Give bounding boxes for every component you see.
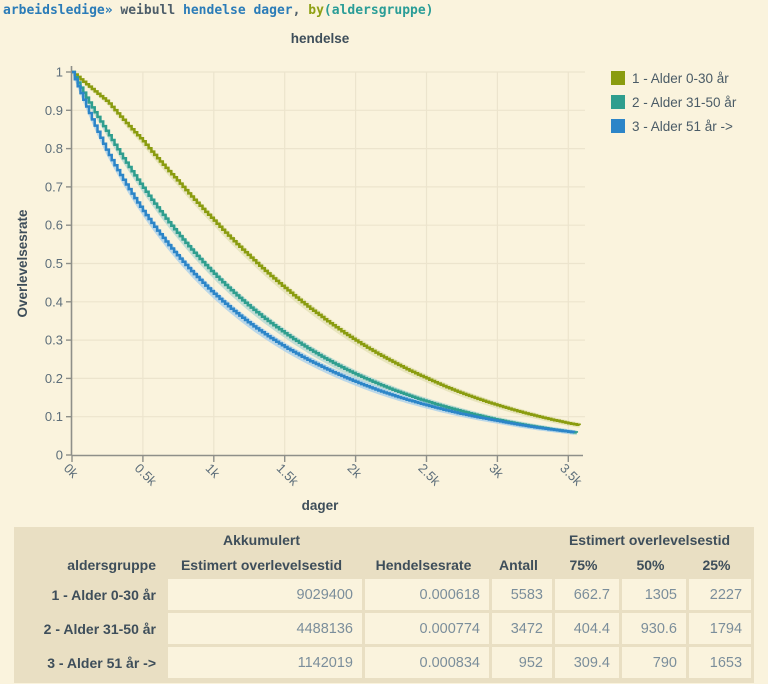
legend-label: 3 - Alder 51 år -> bbox=[632, 118, 733, 134]
row-label: 1 - Alder 0-30 år bbox=[51, 586, 156, 603]
legend-label: 1 - Alder 0-30 år bbox=[632, 70, 729, 86]
y-tick-label: 0.3 bbox=[45, 333, 63, 348]
command-token: by bbox=[308, 3, 324, 18]
table-cell: 790 bbox=[622, 647, 686, 678]
legend-swatch-icon bbox=[611, 119, 625, 133]
table-cell: 952 bbox=[492, 647, 552, 678]
grid bbox=[72, 71, 585, 455]
table-header-row: aldersgruppe Estimert overlevelsestid He… bbox=[17, 553, 751, 576]
group-header-spacer bbox=[17, 530, 165, 550]
y-tick-label: 1 bbox=[56, 65, 63, 80]
table-cell: 1653 bbox=[689, 647, 752, 678]
y-tick-label: 0.5 bbox=[45, 256, 63, 271]
command-token: weibull bbox=[112, 3, 184, 18]
y-tick-label: 0.8 bbox=[45, 141, 63, 156]
legend-swatch-icon bbox=[611, 71, 625, 85]
legend-item-2: 2 - Alder 31-50 år bbox=[611, 90, 736, 114]
table-cell: 309.4 bbox=[555, 647, 619, 678]
x-tick-label: 3k bbox=[486, 461, 507, 482]
y-tick-label: 0.4 bbox=[45, 294, 63, 309]
table-cell: 3472 bbox=[492, 613, 552, 644]
table-cell: 0.000774 bbox=[365, 613, 489, 644]
row-label: 2 - Alder 31-50 år bbox=[43, 620, 156, 637]
legend-swatch-icon bbox=[611, 95, 625, 109]
x-tick-label: 1.5k bbox=[274, 461, 302, 489]
group-header-spacer bbox=[492, 530, 552, 550]
col-header-estimert-overlevelsestid: Estimert overlevelsestid bbox=[180, 556, 343, 573]
table-cell: 9029400 bbox=[168, 579, 362, 610]
table-cell: 4488136 bbox=[168, 613, 362, 644]
summary-table-wrap: Akkumulert Estimert overlevelsestid alde… bbox=[14, 527, 754, 683]
table-cell: 0.000618 bbox=[365, 579, 489, 610]
group-header-estimert-overlevelsestid: Estimert overlevelsestid bbox=[568, 532, 731, 548]
y-tick-label: 0.1 bbox=[45, 409, 63, 424]
legend-item-3: 3 - Alder 51 år -> bbox=[611, 114, 736, 138]
table-cell: 404.4 bbox=[555, 613, 619, 644]
table-cell: 1305 bbox=[622, 579, 686, 610]
table-cell: 662.7 bbox=[555, 579, 619, 610]
x-tick-label: 3.5k bbox=[557, 461, 585, 489]
table-group-header-row: Akkumulert Estimert overlevelsestid bbox=[17, 530, 751, 550]
row-label: 3 - Alder 51 år -> bbox=[47, 654, 156, 671]
x-tick-label: 2.5k bbox=[415, 461, 443, 489]
table-row: 1 - Alder 0-30 år 9029400 0.000618 5583 662.… bbox=[17, 579, 752, 610]
table-cell: 2227 bbox=[689, 579, 752, 610]
y-tick-label: 0 bbox=[56, 448, 63, 463]
legend-item-1: 1 - Alder 0-30 år bbox=[611, 66, 736, 90]
table-row: 3 - Alder 51 år -> 1142019 0.000834 952 309.… bbox=[17, 647, 752, 678]
col-header-aldersgruppe: aldersgruppe bbox=[67, 556, 156, 573]
x-axis-label: dager bbox=[302, 498, 340, 513]
command-token: , bbox=[292, 3, 309, 18]
table-cell: 5583 bbox=[492, 579, 552, 610]
y-axis-label: Overlevelsesrate bbox=[15, 209, 30, 318]
group-header-akkumulert: Akkumulert bbox=[222, 532, 301, 548]
command-token: (aldersgruppe) bbox=[323, 3, 434, 18]
legend-label: 2 - Alder 31-50 år bbox=[632, 94, 737, 110]
command-token: arbeidsledige» bbox=[3, 3, 113, 18]
x-tick-label: 1k bbox=[203, 461, 224, 482]
table-cell: 1794 bbox=[689, 613, 752, 644]
x-tick-label: 0k bbox=[61, 461, 82, 482]
y-tick-label: 0.7 bbox=[45, 179, 63, 194]
y-tick-label: 0.6 bbox=[45, 218, 63, 233]
confidence-bands bbox=[72, 72, 580, 436]
table-cell: 930.6 bbox=[622, 613, 686, 644]
survival-curve-2 bbox=[72, 70, 579, 434]
confidence-band-3 bbox=[72, 72, 574, 435]
summary-table: Akkumulert Estimert overlevelsestid alde… bbox=[14, 527, 754, 681]
table-cell: 1142019 bbox=[168, 647, 362, 678]
x-tick-label: 2k bbox=[344, 461, 365, 482]
command-line: arbeidsledige» weibull hendelse dager, b… bbox=[3, 3, 434, 18]
col-header-p75: 75% bbox=[569, 556, 598, 573]
col-header-hendelsesrate: Hendelsesrate bbox=[375, 556, 472, 573]
confidence-band-1 bbox=[72, 72, 580, 428]
table-cell: 0.000834 bbox=[365, 647, 489, 678]
chart-title: hendelse bbox=[290, 31, 350, 46]
confidence-band-2 bbox=[72, 72, 577, 436]
table-row: 2 - Alder 31-50 år 4488136 0.000774 3472 404… bbox=[17, 613, 752, 644]
col-header-antall: Antall bbox=[499, 556, 538, 573]
y-tick-label: 0.2 bbox=[45, 371, 63, 386]
survival-curve-1 bbox=[72, 70, 581, 426]
group-header-spacer bbox=[365, 530, 489, 550]
x-tick-label: 0.5k bbox=[132, 461, 160, 489]
col-header-p50: 50% bbox=[636, 556, 665, 573]
y-tick-label: 0.9 bbox=[45, 103, 63, 118]
col-header-p25: 25% bbox=[702, 556, 731, 573]
chart-legend: 1 - Alder 0-30 år 2 - Alder 31-50 år 3 - A… bbox=[611, 66, 736, 138]
survival-curve-3 bbox=[72, 70, 576, 434]
command-token: hendelse dager bbox=[183, 3, 293, 18]
survival-curves bbox=[72, 70, 581, 434]
